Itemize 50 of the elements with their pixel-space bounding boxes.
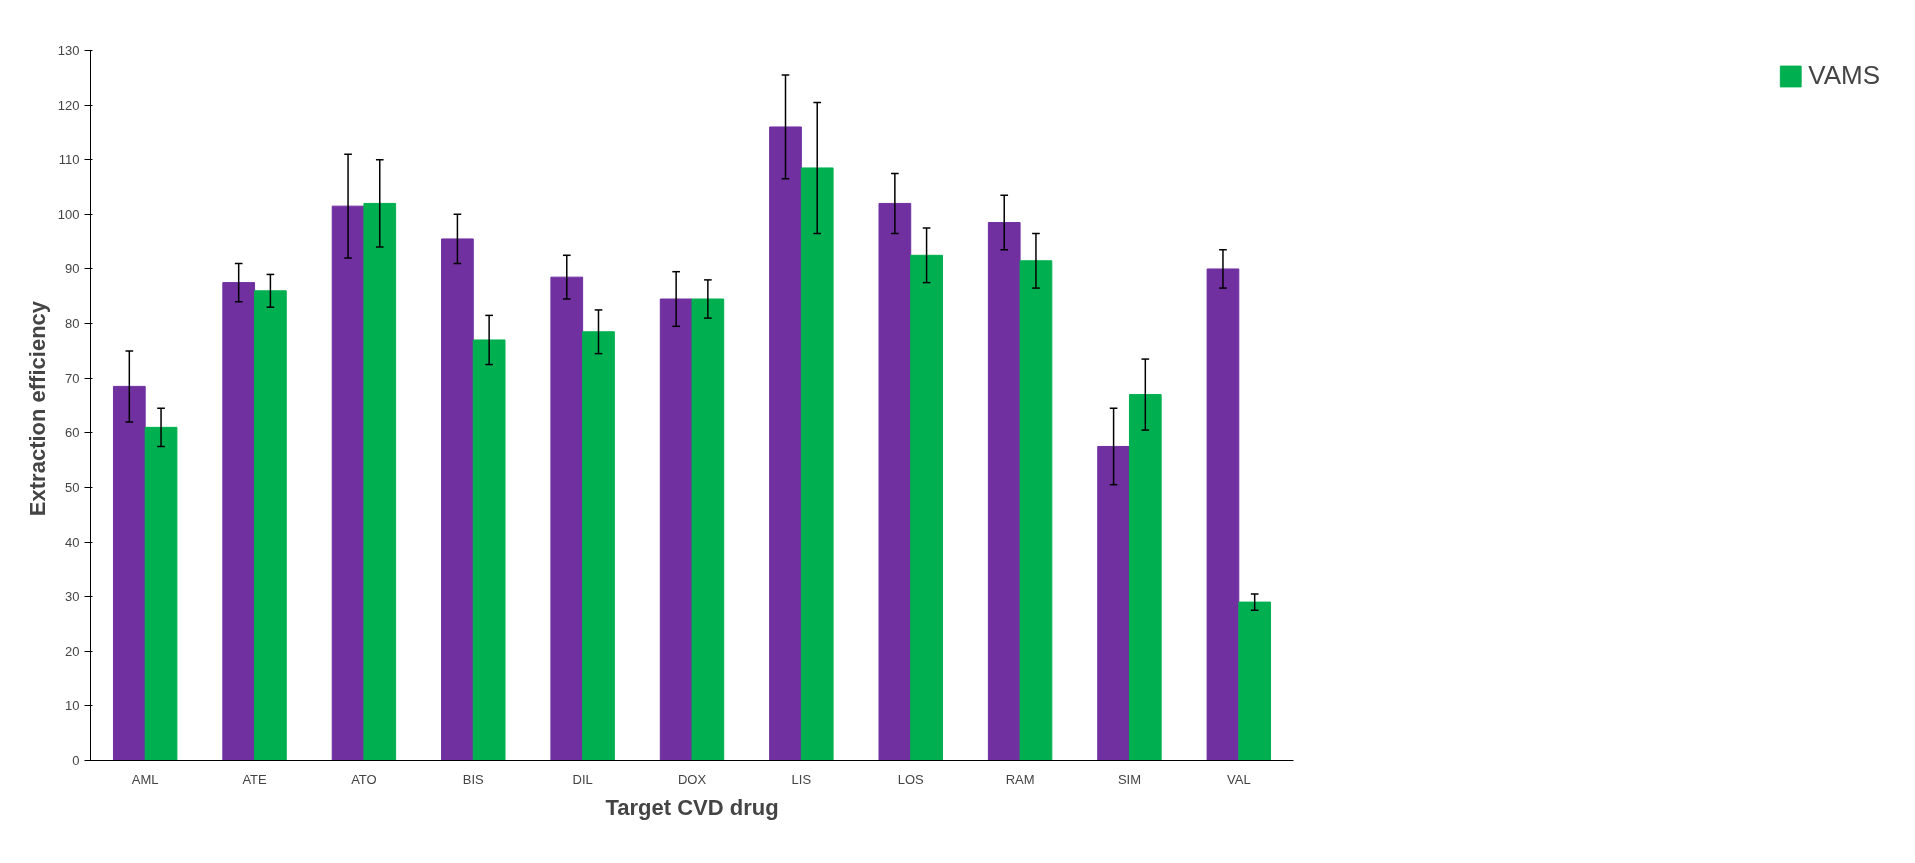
legend-label: VAMS bbox=[1808, 60, 1880, 91]
bar bbox=[254, 290, 287, 761]
x-tick-label: ATE bbox=[242, 771, 268, 787]
bar bbox=[800, 167, 834, 761]
bar bbox=[987, 222, 1021, 761]
x-tick-label: DIL bbox=[572, 771, 593, 787]
bar bbox=[441, 238, 474, 761]
bar bbox=[1238, 601, 1272, 761]
bar bbox=[331, 205, 365, 761]
bar bbox=[144, 426, 178, 761]
bar bbox=[222, 282, 256, 761]
bar bbox=[112, 385, 146, 761]
x-tick-label: DOX bbox=[677, 771, 707, 787]
bar bbox=[659, 298, 693, 761]
y-tick-label: 80 bbox=[65, 316, 80, 332]
bar bbox=[550, 276, 584, 761]
x-tick-label: ATO bbox=[351, 771, 377, 787]
bar bbox=[472, 339, 506, 761]
bar bbox=[363, 202, 397, 761]
x-tick-label: LIS bbox=[791, 771, 812, 787]
y-tick-label: 40 bbox=[65, 534, 80, 550]
x-tick-label: VAL bbox=[1227, 771, 1251, 787]
y-tick-label: 90 bbox=[65, 261, 80, 277]
bar bbox=[582, 331, 615, 761]
y-tick-label: 60 bbox=[65, 425, 80, 441]
y-tick-label: 130 bbox=[57, 43, 80, 58]
bar bbox=[1019, 260, 1053, 761]
bar bbox=[1128, 394, 1162, 761]
y-tick-label: 20 bbox=[65, 643, 80, 659]
y-tick-label: 0 bbox=[72, 753, 80, 768]
y-tick-label: 50 bbox=[65, 479, 80, 495]
y-tick-label: 110 bbox=[58, 152, 80, 168]
bar bbox=[691, 298, 725, 761]
y-tick-label: 30 bbox=[65, 589, 80, 605]
x-tick-label: BIS bbox=[462, 771, 485, 787]
bar bbox=[878, 202, 912, 761]
bar bbox=[910, 254, 943, 761]
y-tick-label: 10 bbox=[65, 698, 80, 714]
bar bbox=[1206, 268, 1240, 761]
y-tick-label: 120 bbox=[57, 97, 80, 113]
y-axis-title: Extraction efficiency bbox=[24, 300, 50, 517]
x-tick-label: RAM bbox=[1005, 771, 1035, 787]
bar bbox=[769, 126, 802, 761]
y-tick-label: 100 bbox=[57, 206, 80, 222]
bar bbox=[1097, 445, 1130, 761]
x-tick-label: AML bbox=[131, 771, 159, 787]
y-tick-label: 70 bbox=[65, 370, 80, 386]
x-axis-title: Target CVD drug bbox=[605, 794, 779, 820]
x-tick-label: SIM bbox=[1117, 771, 1142, 787]
x-tick-label: LOS bbox=[897, 771, 925, 787]
